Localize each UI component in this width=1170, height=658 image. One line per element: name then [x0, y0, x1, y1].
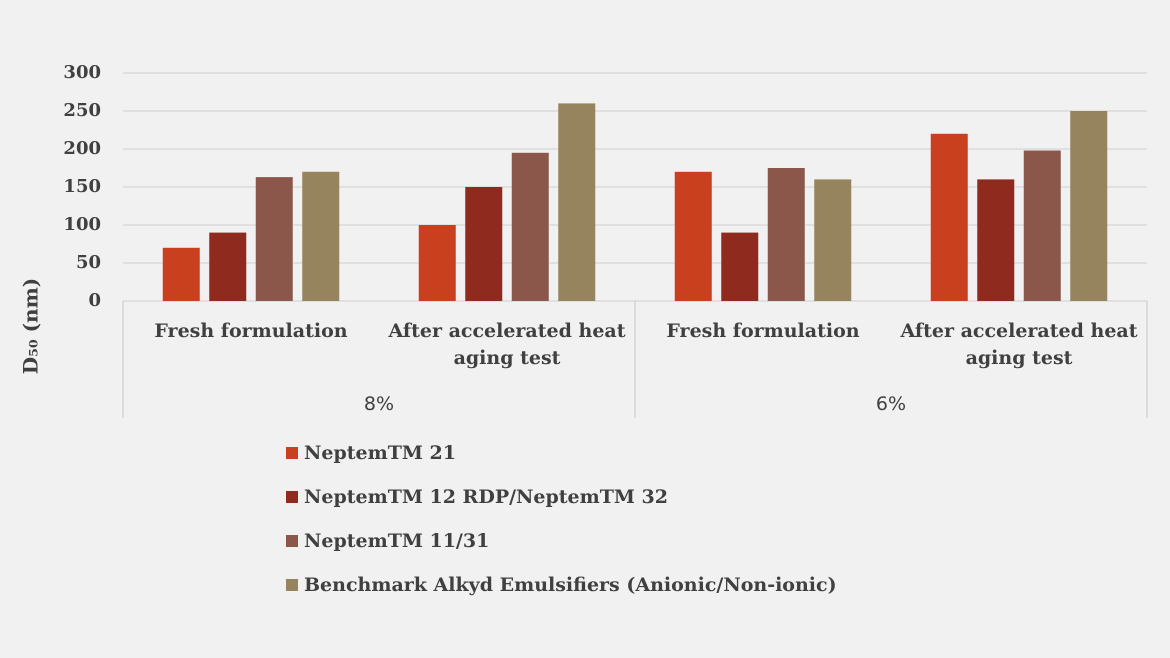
bar: [418, 225, 456, 301]
bar: [511, 152, 549, 301]
y-tick-label: 100: [63, 214, 101, 235]
y-tick-label: 0: [88, 290, 101, 311]
legend-item: NeptemTM 11/31: [286, 529, 489, 553]
y-tick-label: 300: [63, 62, 101, 83]
legend-swatch: [286, 447, 298, 459]
legend-swatch: [286, 491, 298, 503]
legend-label: NeptemTM 12 RDP/NeptemTM 32: [304, 486, 668, 508]
bar: [721, 232, 759, 301]
legend-label: NeptemTM 11/31: [304, 530, 490, 552]
bar: [930, 133, 968, 301]
y-axis-title: D₅₀ (nm): [19, 278, 43, 374]
x-tick-label: Fresh formulation: [666, 320, 860, 342]
x-tick-label: Fresh formulation: [154, 320, 348, 342]
bar: [977, 179, 1015, 301]
x-tick-label: After accelerated heat aging test: [900, 320, 1138, 369]
bar: [465, 187, 503, 301]
x-tick-label: After accelerated heat aging test: [388, 320, 626, 369]
y-tick-label: 50: [76, 252, 101, 273]
bar: [674, 171, 712, 301]
bar: [209, 232, 247, 301]
y-tick-label: 250: [63, 100, 101, 121]
bar: [767, 168, 805, 301]
bar: [255, 177, 293, 301]
bar: [1023, 150, 1061, 301]
bar: [558, 103, 596, 302]
bar: [814, 179, 852, 301]
legend-swatch: [286, 579, 298, 591]
bar: [162, 247, 200, 301]
bar: [1070, 111, 1108, 301]
legend-item: Benchmark Alkyd Emulsifiers (Anionic/Non…: [286, 573, 837, 597]
legend-item: NeptemTM 12 RDP/NeptemTM 32: [286, 485, 668, 509]
group-label: 6%: [875, 393, 907, 415]
legend-item: NeptemTM 21: [286, 441, 456, 465]
legend-swatch: [286, 535, 298, 547]
y-tick-label: 150: [63, 176, 101, 197]
bar: [302, 171, 340, 301]
y-tick-label: 200: [63, 138, 101, 159]
legend-label: NeptemTM 21: [304, 442, 456, 464]
group-label: 8%: [363, 393, 395, 415]
legend-label: Benchmark Alkyd Emulsifiers (Anionic/Non…: [304, 574, 837, 596]
